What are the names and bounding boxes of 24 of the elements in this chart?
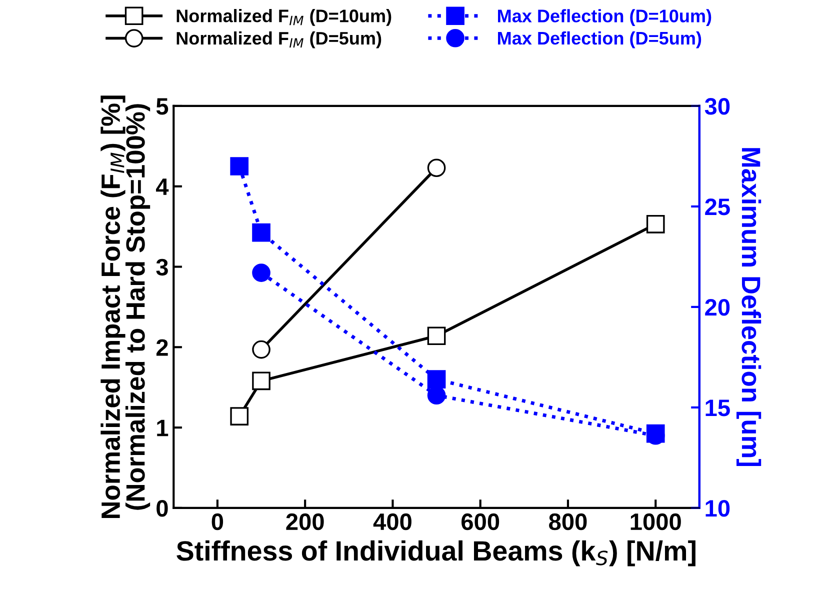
x-tick-label: 600 [462, 513, 500, 530]
x-tick-label: 400 [373, 513, 412, 530]
y2-tick-label: 30 [704, 98, 730, 115]
y2-tick-label: 20 [705, 299, 730, 316]
y2-axis-title: Maximum Deflection [um] [736, 148, 762, 466]
y-axis-title: Normalized Impact Force (F$_{IM}$) [%] (Normalized to Hard Stop=100%) [100, 96, 150, 518]
legend-label: Max Deflection (D=10um) [498, 9, 712, 26]
y-tick-label: 0 [156, 500, 168, 517]
legend-label: Normalized F$_{IM}$ (D=10um) [176, 9, 392, 26]
x-tick-label: 800 [549, 513, 587, 530]
y2-tick-label: 15 [706, 400, 730, 416]
y-tick-label: 4 [156, 178, 169, 195]
y-tick-label: 3 [156, 258, 168, 276]
y-tick-label: 1 [157, 420, 168, 436]
y2-tick-label: 25 [705, 198, 730, 216]
y-tick-label: 2 [156, 339, 168, 356]
x-tick-label: 1000 [630, 513, 681, 530]
y-tick-label: 5 [156, 98, 168, 115]
x-tick-label: 200 [286, 513, 324, 530]
y2-tick-label: 10 [706, 500, 730, 517]
x-axis-title: Stiffness of Individual Beams (k$_{S}$) [N/m] [176, 540, 696, 566]
x-tick-label: 0 [212, 513, 224, 530]
legend-label: Max Deflection (D=5um) [498, 31, 702, 48]
legend-label: Normalized F$_{IM}$ (D=5um) [176, 31, 382, 48]
